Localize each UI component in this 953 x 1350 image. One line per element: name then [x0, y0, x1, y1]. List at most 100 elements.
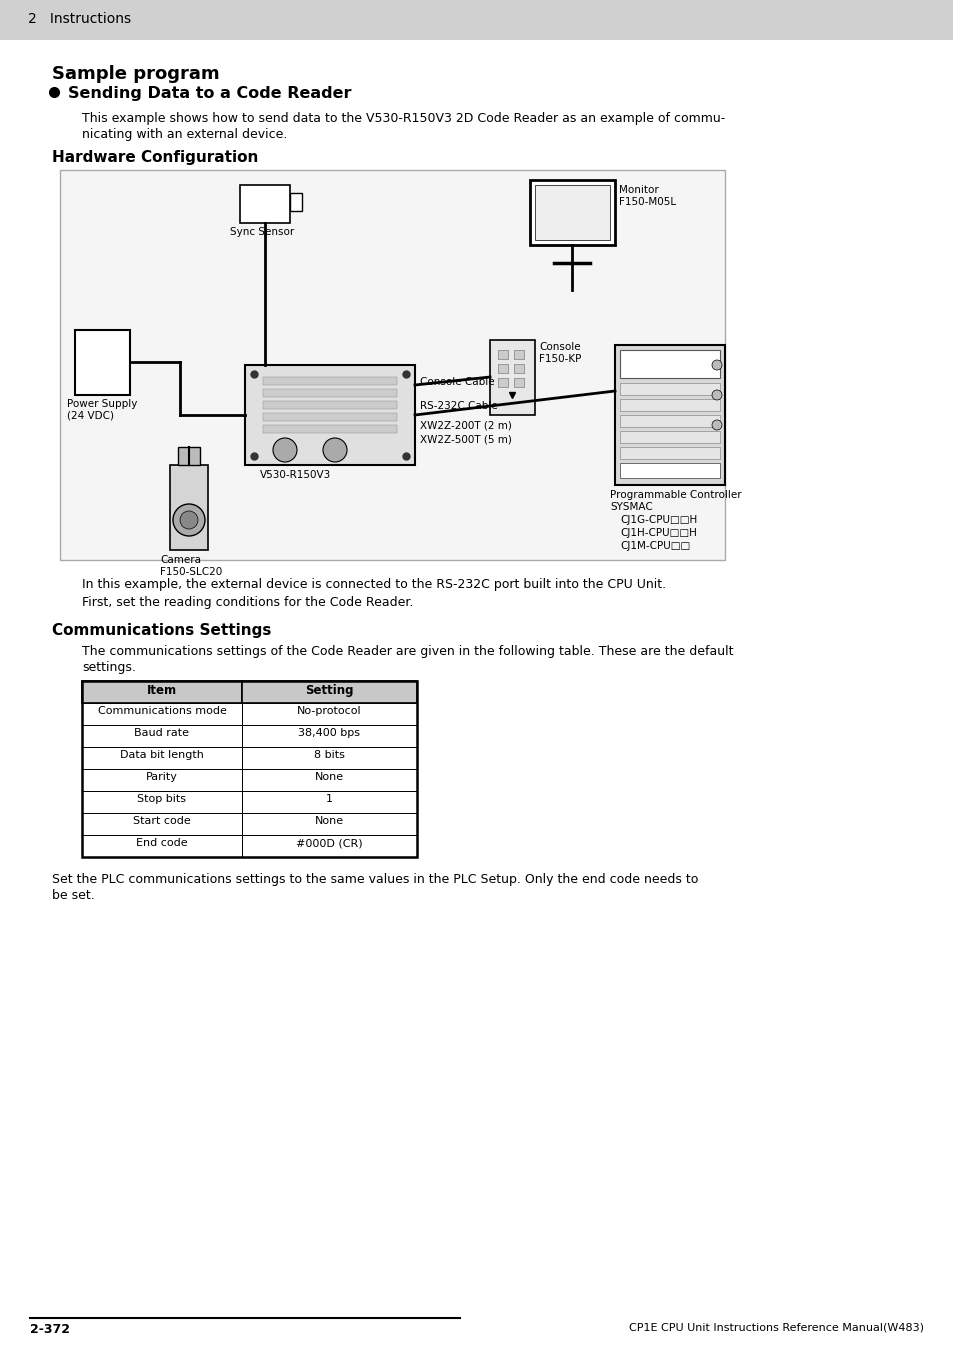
Bar — [290, 193, 302, 211]
Circle shape — [273, 437, 296, 462]
Text: 1: 1 — [325, 794, 333, 805]
Circle shape — [172, 504, 205, 536]
Bar — [497, 378, 507, 387]
Circle shape — [323, 437, 347, 462]
Text: Sync Sensor: Sync Sensor — [230, 227, 294, 238]
Text: XW2Z-200T (2 m): XW2Z-200T (2 m) — [419, 421, 512, 431]
Text: Parity: Parity — [146, 772, 178, 782]
Text: Communications mode: Communications mode — [97, 706, 226, 716]
Bar — [242, 791, 416, 813]
Circle shape — [180, 512, 198, 529]
Text: None: None — [314, 815, 343, 826]
Text: CJ1M-CPU□□: CJ1M-CPU□□ — [619, 541, 690, 551]
Text: None: None — [314, 772, 343, 782]
Bar — [0, 0, 953, 40]
Bar — [619, 414, 720, 427]
Text: Communications Settings: Communications Settings — [52, 622, 271, 639]
Bar — [242, 747, 416, 769]
Text: settings.: settings. — [82, 662, 135, 674]
Bar — [514, 378, 523, 387]
Bar — [490, 340, 535, 414]
Bar — [514, 364, 523, 373]
Text: nicating with an external device.: nicating with an external device. — [82, 128, 287, 140]
Bar — [242, 725, 416, 747]
Text: The communications settings of the Code Reader are given in the following table.: The communications settings of the Code … — [82, 645, 733, 657]
Bar — [619, 350, 720, 378]
Bar — [619, 463, 720, 478]
Text: Data bit length: Data bit length — [120, 751, 204, 760]
Circle shape — [711, 420, 721, 431]
Text: 2   Instructions: 2 Instructions — [28, 12, 131, 26]
Bar — [75, 329, 130, 396]
Bar — [82, 769, 242, 791]
Bar — [263, 389, 396, 397]
Text: No-protocol: No-protocol — [296, 706, 361, 716]
Text: XW2Z-500T (5 m): XW2Z-500T (5 m) — [419, 435, 512, 446]
Text: End code: End code — [136, 838, 188, 848]
Text: Item: Item — [147, 684, 177, 697]
Bar — [263, 401, 396, 409]
Bar — [242, 836, 416, 857]
Bar — [615, 346, 724, 485]
Bar — [82, 680, 242, 703]
Text: Console Cable: Console Cable — [419, 377, 494, 387]
Bar — [242, 703, 416, 725]
Text: In this example, the external device is connected to the RS-232C port built into: In this example, the external device is … — [82, 578, 665, 591]
Text: Sample program: Sample program — [52, 65, 219, 82]
Text: CJ1G-CPU□□H: CJ1G-CPU□□H — [619, 514, 697, 525]
Bar — [619, 431, 720, 443]
Text: Setting: Setting — [304, 684, 353, 697]
Bar — [242, 680, 416, 703]
Bar — [497, 364, 507, 373]
Bar — [178, 447, 200, 464]
Text: Set the PLC communications settings to the same values in the PLC Setup. Only th: Set the PLC communications settings to t… — [52, 873, 698, 886]
Text: #000D (CR): #000D (CR) — [295, 838, 362, 848]
Bar — [263, 425, 396, 433]
Bar — [619, 400, 720, 410]
Text: V530-R150V3: V530-R150V3 — [260, 470, 331, 481]
Text: Console
F150-KP: Console F150-KP — [538, 342, 580, 363]
Text: Camera
F150-SLC20: Camera F150-SLC20 — [160, 555, 222, 576]
Bar — [263, 377, 396, 385]
Text: 38,400 bps: 38,400 bps — [297, 728, 359, 738]
Bar — [497, 350, 507, 359]
Bar — [170, 464, 208, 549]
Text: CJ1H-CPU□□H: CJ1H-CPU□□H — [619, 528, 696, 539]
Bar — [240, 185, 290, 223]
Text: Sending Data to a Code Reader: Sending Data to a Code Reader — [68, 86, 351, 101]
Text: First, set the reading conditions for the Code Reader.: First, set the reading conditions for th… — [82, 595, 413, 609]
Text: Power Supply
(24 VDC): Power Supply (24 VDC) — [67, 400, 137, 421]
Bar — [245, 364, 415, 464]
Bar — [82, 791, 242, 813]
Bar — [242, 769, 416, 791]
Text: RS-232C Cable: RS-232C Cable — [419, 401, 497, 410]
Text: Start code: Start code — [133, 815, 191, 826]
Text: be set.: be set. — [52, 890, 94, 902]
Bar — [82, 836, 242, 857]
Text: Monitor
F150-M05L: Monitor F150-M05L — [618, 185, 676, 207]
Bar — [82, 703, 242, 725]
Bar — [82, 747, 242, 769]
Text: 2-372: 2-372 — [30, 1323, 70, 1336]
Text: Stop bits: Stop bits — [137, 794, 186, 805]
Circle shape — [711, 390, 721, 400]
Text: Programmable Controller: Programmable Controller — [609, 490, 740, 500]
Bar — [619, 447, 720, 459]
Bar — [619, 383, 720, 396]
Bar — [82, 813, 242, 836]
Bar — [530, 180, 615, 244]
Text: This example shows how to send data to the V530-R150V3 2D Code Reader as an exam: This example shows how to send data to t… — [82, 112, 724, 126]
Text: 8 bits: 8 bits — [314, 751, 344, 760]
Text: Hardware Configuration: Hardware Configuration — [52, 150, 258, 165]
Text: Baud rate: Baud rate — [134, 728, 190, 738]
Bar — [514, 350, 523, 359]
Bar — [535, 185, 609, 240]
Bar — [263, 413, 396, 421]
Circle shape — [711, 360, 721, 370]
Text: CP1E CPU Unit Instructions Reference Manual(W483): CP1E CPU Unit Instructions Reference Man… — [628, 1323, 923, 1332]
Bar — [82, 725, 242, 747]
Text: SYSMAC: SYSMAC — [609, 502, 652, 512]
Bar — [242, 813, 416, 836]
Bar — [82, 680, 416, 857]
Bar — [60, 170, 724, 560]
